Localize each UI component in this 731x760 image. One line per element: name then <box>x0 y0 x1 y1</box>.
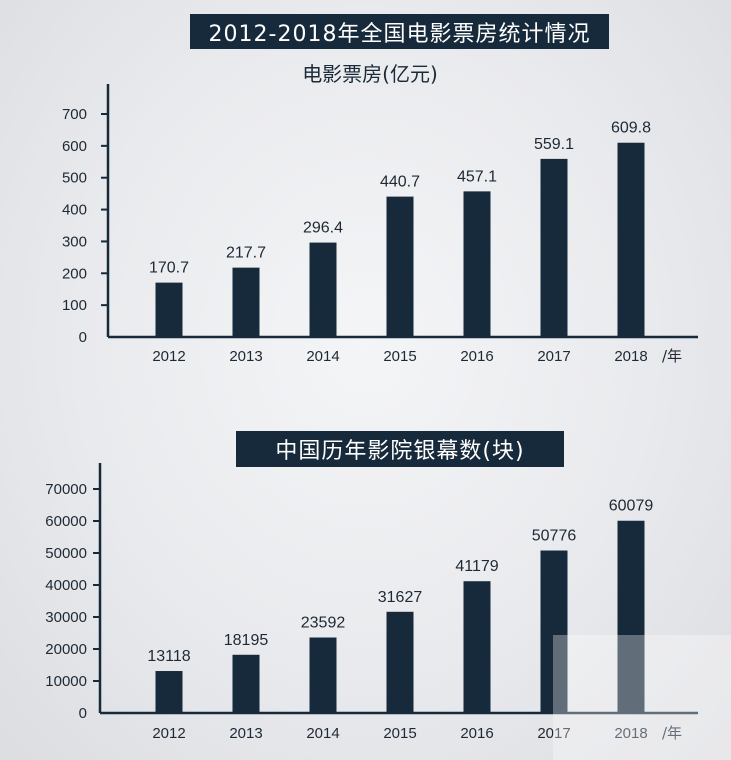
box-office-value-label: 457.1 <box>457 168 497 185</box>
box-office-value-label: 296.4 <box>303 220 343 237</box>
screens-value-label: 13118 <box>147 648 190 665</box>
screens-x-tick-label: 2014 <box>306 725 339 742</box>
screens-y-tick-label: 20000 <box>45 641 87 658</box>
screens-y-tick-label: 10000 <box>45 673 87 690</box>
box-office-y-tick-label: 700 <box>62 106 87 123</box>
screens-chart-title: 中国历年影院银幕数(块) <box>275 439 525 464</box>
box-office-y-tick-label: 400 <box>62 202 87 219</box>
screens-bar-2018 <box>617 520 645 713</box>
box-office-y-tick-label: 600 <box>62 138 87 155</box>
screens-bar-2013 <box>232 654 260 713</box>
box-office-bar-2013 <box>232 267 260 337</box>
screens-value-label: 60079 <box>609 498 654 515</box>
screens-bar-2017 <box>540 550 568 713</box>
box-office-y-tick-label: 100 <box>62 297 87 314</box>
screens-x-unit-label: /年 <box>662 724 682 742</box>
screens-y-tick-label: 0 <box>79 705 87 722</box>
screens-value-label: 18195 <box>224 632 269 649</box>
main-title-banner: 2012-2018年全国电影票房统计情况 <box>190 14 609 49</box>
box-office-x-tick-label: 2016 <box>460 348 493 365</box>
box-office-x-tick-label: 2013 <box>229 348 262 365</box>
screens-x-tick-label: 2012 <box>152 725 185 742</box>
box-office-value-label: 559.1 <box>534 136 574 153</box>
screens-value-label: 41179 <box>455 558 498 575</box>
screens-y-tick-label: 30000 <box>45 609 87 626</box>
box-office-value-label: 440.7 <box>380 174 420 191</box>
box-office-bar-2018 <box>617 142 645 337</box>
box-office-value-label: 609.8 <box>611 120 651 137</box>
screens-value-label: 31627 <box>378 589 423 606</box>
box-office-y-tick-label: 200 <box>62 265 87 282</box>
box-office-bar-2016 <box>463 191 491 337</box>
box-office-bar-2017 <box>540 158 568 337</box>
screens-x-tick-label: 2016 <box>460 725 493 742</box>
box-office-x-tick-label: 2014 <box>306 348 339 365</box>
screens-y-tick-label: 60000 <box>45 513 87 530</box>
screens-y-tick-label: 70000 <box>45 481 87 498</box>
screens-y-tick-label: 40000 <box>45 577 87 594</box>
screens-x-tick-label: 2013 <box>229 725 262 742</box>
screens-x-tick-label: 2015 <box>383 725 416 742</box>
screens-y-tick-label: 50000 <box>45 545 87 562</box>
screens-chart-title-banner: 中国历年影院银幕数(块) <box>236 431 564 467</box>
box-office-bar-2014 <box>309 242 337 337</box>
box-office-x-tick-label: 2012 <box>152 348 185 365</box>
screens-bar-2012 <box>155 671 183 713</box>
screens-x-tick-label: 2017 <box>537 725 570 742</box>
box-office-bar-2012 <box>155 282 183 337</box>
screens-value-label: 23592 <box>301 615 346 632</box>
box-office-value-label: 217.7 <box>226 245 266 262</box>
decorative-corner-panel <box>553 635 731 760</box>
box-office-x-tick-label: 2017 <box>537 348 570 365</box>
box-office-x-tick-label: 2015 <box>383 348 416 365</box>
screens-bar-2014 <box>309 637 337 713</box>
box-office-value-label: 170.7 <box>149 260 189 277</box>
screens-value-label: 50776 <box>532 528 577 545</box>
box-office-y-tick-label: 300 <box>62 233 87 250</box>
screens-bar-2015 <box>386 611 414 713</box>
box-office-y-tick-label: 500 <box>62 170 87 187</box>
screens-bar-2016 <box>463 581 491 713</box>
box-office-x-tick-label: 2018 <box>614 348 647 365</box>
box-office-chart-subtitle: 电影票房(亿元) <box>302 62 438 86</box>
box-office-x-unit-label: /年 <box>662 347 682 365</box>
box-office-bar-2015 <box>386 196 414 337</box>
box-office-y-tick-label: 0 <box>79 329 87 346</box>
main-title: 2012-2018年全国电影票房统计情况 <box>208 21 591 47</box>
screens-x-tick-label: 2018 <box>614 725 647 742</box>
